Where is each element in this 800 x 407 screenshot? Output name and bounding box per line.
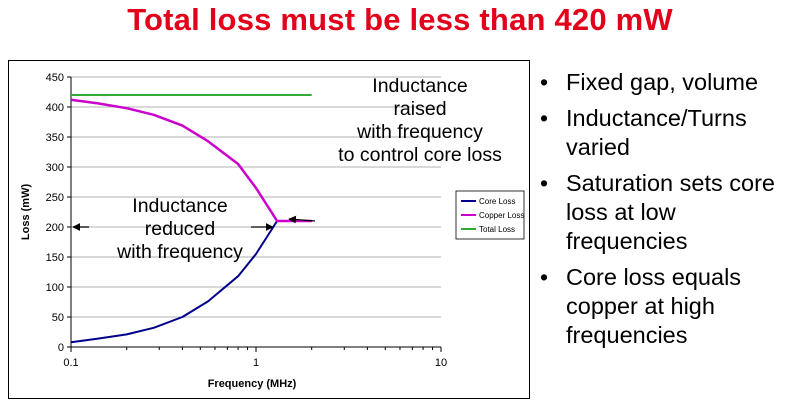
annotation-line: Inductance: [132, 195, 228, 217]
y-tick-label: 300: [46, 162, 64, 174]
y-tick-label: 200: [46, 222, 64, 234]
x-tick-label: 1: [253, 357, 259, 369]
y-tick-label: 400: [46, 102, 64, 114]
bullet-dot-icon: •: [540, 170, 549, 196]
legend-label: Total Loss: [479, 225, 515, 234]
y-axis-label: Loss (mW): [20, 184, 32, 241]
annotation-line: to control core loss: [338, 144, 502, 166]
y-tick-label: 0: [58, 342, 64, 354]
y-tick-label: 100: [46, 282, 64, 294]
annotation-inductance-raised: Inductance raised with frequency to cont…: [300, 75, 540, 167]
annotation-line: raised: [393, 98, 447, 120]
x-axis-label: Frequency (MHz): [208, 378, 297, 390]
annotation-arrow-raised: [288, 215, 316, 224]
annotation-line: Inductance: [372, 75, 468, 97]
series-line-copper-loss: [70, 98, 312, 223]
chart-frame: 0 50 100 150 200 250 300 350 400 450 0.1 1 10 Frequen…: [8, 60, 530, 399]
y-tick-label: 350: [46, 132, 64, 144]
x-tick-label: 0.1: [63, 357, 78, 369]
bullet-list: • Fixed gap, volume • Inductance/Turns var…: [535, 68, 797, 357]
y-tick-label: 450: [46, 72, 64, 84]
bullet-text: Inductance/Turns varied: [566, 105, 747, 160]
slide-title: Total loss must be less than 420 mW: [127, 2, 673, 37]
legend-label: Core Loss: [479, 197, 515, 206]
bullet-dot-icon: •: [540, 105, 549, 131]
bullet-item: • Fixed gap, volume: [535, 68, 797, 97]
annotation-line: with frequency: [357, 121, 483, 143]
bullet-dot-icon: •: [540, 264, 549, 290]
bullet-text: Core loss equals copper at high frequenc…: [566, 264, 742, 348]
bullet-text: Saturation sets core loss at low frequen…: [566, 170, 775, 254]
annotation-line: reduced: [144, 218, 216, 240]
x-tick-label: 10: [435, 357, 447, 369]
bullet-text: Fixed gap, volume: [566, 69, 759, 95]
y-tick-label: 250: [46, 192, 64, 204]
bullet-item: • Core loss equals copper at high frequen…: [535, 263, 797, 350]
bullet-item: • Saturation sets core loss at low freque…: [535, 169, 797, 256]
y-tick-label: 50: [52, 312, 64, 324]
loss-chart: 0 50 100 150 200 250 300 350 400 450 0.1 1 10 Frequen…: [20, 72, 525, 390]
bullet-item: • Inductance/Turns varied: [535, 104, 797, 162]
legend-label: Copper Loss: [479, 211, 524, 220]
bullet-dot-icon: •: [540, 69, 549, 95]
annotation-line: with frequency: [117, 241, 243, 263]
annotation-inductance-reduced: Inductance reduced with frequency: [80, 195, 280, 264]
y-tick-label: 150: [46, 252, 64, 264]
